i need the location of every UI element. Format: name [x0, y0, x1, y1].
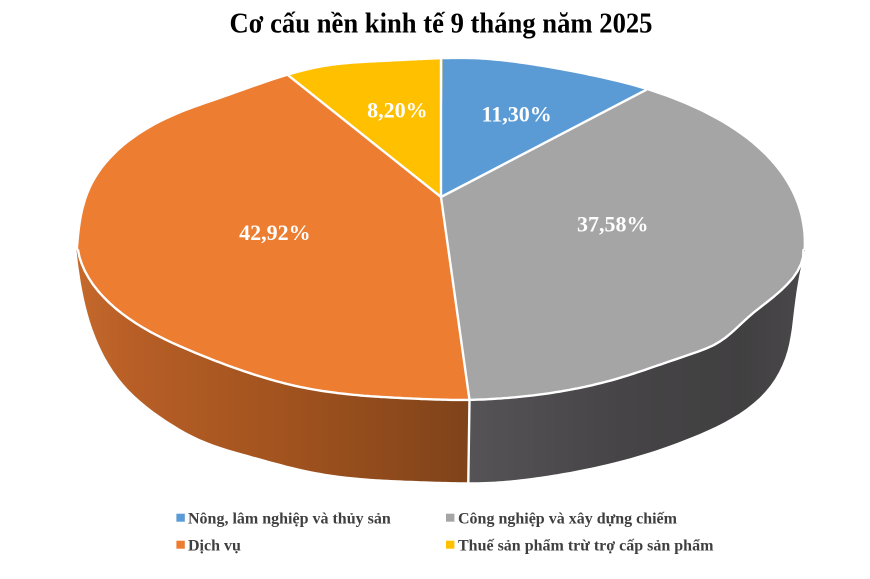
svg-text:Nông, lâm nghiệp và thủy sản: Nông, lâm nghiệp và thủy sản	[188, 511, 391, 528]
svg-text:Dịch vụ: Dịch vụ	[188, 538, 241, 555]
svg-text:Công nghiệp và xây dựng chiếm: Công nghiệp và xây dựng chiếm	[458, 511, 678, 528]
svg-text:42,92%: 42,92%	[239, 220, 311, 245]
svg-text:37,58%: 37,58%	[577, 211, 649, 236]
svg-text:8,20%: 8,20%	[367, 97, 428, 122]
svg-text:11,30%: 11,30%	[481, 102, 551, 127]
svg-text:Thuế sản phẩm trừ trợ cấp sản: Thuế sản phẩm trừ trợ cấp sản phẩm	[458, 538, 714, 555]
svg-text:Cơ cấu nền kinh tế 9 tháng năm: Cơ cấu nền kinh tế 9 tháng năm 2025	[230, 9, 653, 40]
